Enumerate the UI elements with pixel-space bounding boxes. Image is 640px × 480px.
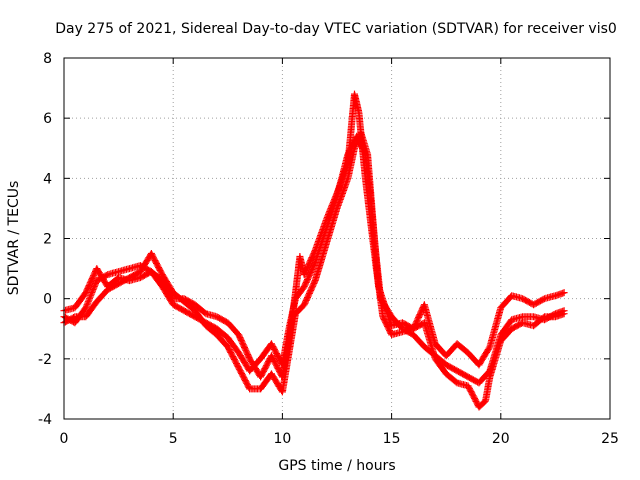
axes: 0 5 10 15 20 25 -4 -2 0 2 4 6 8 [38,51,619,447]
data-point-marker [84,299,92,307]
grid [64,58,610,419]
data-point-marker [485,344,493,352]
data-point-marker [82,302,90,310]
x-tick-label: 0 [60,431,69,447]
data-marks [60,90,568,411]
plot-frame [63,57,611,420]
y-tick-label: -4 [38,412,52,428]
y-tick-label: 8 [43,51,52,67]
y-tick-label: 2 [43,232,52,248]
y-tick-label: 6 [43,111,52,127]
y-tick-label: -2 [38,352,52,368]
data-point-marker [328,201,336,209]
chart-title: Day 275 of 2021, Sidereal Day-to-day VTE… [55,21,617,37]
data-point-marker [560,289,568,297]
y-tick-label: 0 [43,292,52,308]
data-point-marker [560,310,568,318]
x-tick-label: 15 [383,431,401,447]
data-point-marker [87,292,95,300]
x-tick-label: 25 [601,431,619,447]
data-point-marker [90,284,98,292]
y-tick-label: 4 [43,171,52,187]
y-axis-label: SDTVAR / TECUs [6,181,22,296]
series-trace-c [60,90,568,411]
x-tick-label: 20 [492,431,510,447]
x-tick-label: 5 [169,431,178,447]
x-tick-label: 10 [273,431,291,447]
x-axis-label: GPS time / hours [278,458,395,474]
